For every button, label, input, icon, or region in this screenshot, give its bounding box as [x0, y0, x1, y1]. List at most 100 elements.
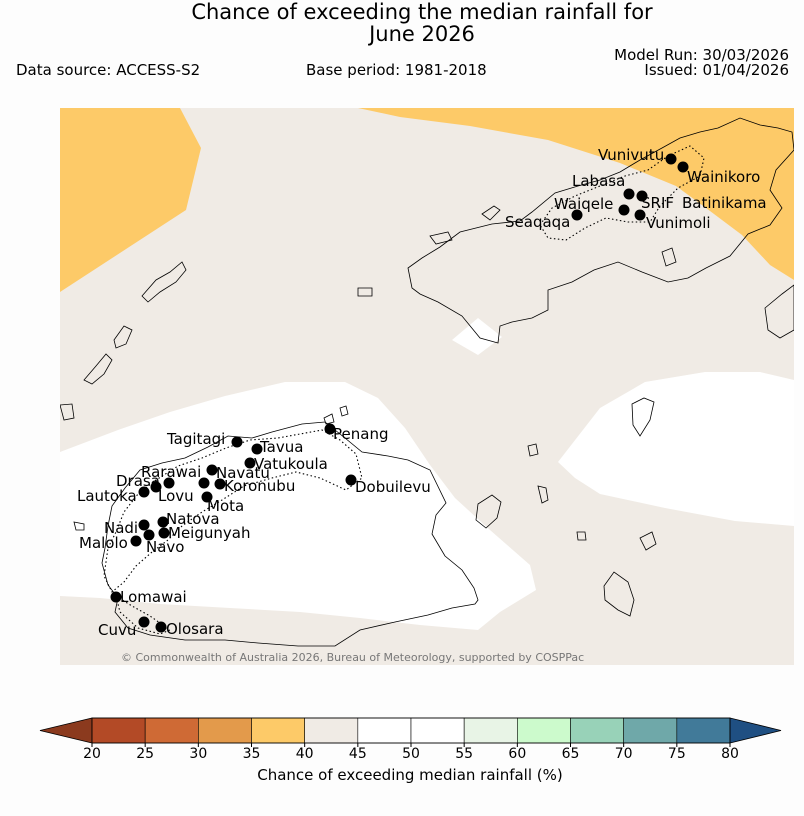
station-label: Lovu — [158, 487, 194, 505]
colorbar-tick-label: 55 — [455, 746, 473, 762]
colorbar-low-extend — [39, 717, 93, 744]
station-waiqele[interactable]: Waiqele — [554, 195, 630, 216]
colorbar-tick-label: 75 — [668, 746, 686, 762]
station-label: Drasa — [116, 472, 160, 490]
station-koronubu-west-dot — [198, 477, 210, 489]
station-label: Waiqele — [554, 195, 613, 213]
area-45-55-small — [452, 318, 502, 355]
area-35-40-north-east — [358, 108, 794, 280]
colorbar-cells — [91, 717, 731, 744]
station-vunivutu[interactable]: Vunivutu — [598, 146, 677, 165]
area-35-40-west — [60, 108, 201, 292]
station-markers: Vunivutu Wainikoro Labasa SRIF Batinikam… — [77, 146, 767, 639]
station-natova[interactable]: Natova — [157, 510, 220, 528]
colorbar-cell — [91, 717, 146, 744]
station-drasa[interactable]: Drasa — [116, 472, 175, 490]
colorbar-title: Chance of exceeding median rainfall (%) — [257, 766, 562, 784]
station-navo[interactable]: Navo — [143, 529, 185, 557]
station-olosara[interactable]: Olosara — [155, 620, 224, 638]
station-tagitagi[interactable]: Tagitagi — [166, 430, 243, 448]
station-label: Vunimoli — [646, 214, 711, 232]
colorbar-tick-label: 60 — [508, 746, 526, 762]
station-navatu[interactable]: Navatu — [216, 464, 270, 482]
station-vatukoula[interactable]: Vatukoula — [244, 455, 328, 473]
model-run-label: Model Run: 30/03/2026 — [614, 46, 789, 64]
station-malolo[interactable]: Malolo — [79, 534, 142, 552]
colorbar-cell — [623, 717, 678, 744]
station-label: Labasa — [572, 172, 625, 190]
station-label: Malolo — [79, 534, 128, 552]
station-lovu[interactable]: Lovu — [150, 481, 194, 506]
base-period-label: Base period: 1981-2018 — [306, 61, 487, 79]
station-label: Dobuilevu — [355, 478, 431, 496]
station-label: Seaqaqa — [505, 213, 570, 231]
copyright-notice: © Commonwealth of Australia 2026, Bureau… — [121, 651, 584, 664]
station-batinikama[interactable]: Batinikama — [682, 194, 767, 212]
colorbar-cell — [251, 717, 305, 744]
station-label: Koronubu — [224, 477, 295, 495]
colorbar-tick-label: 30 — [189, 746, 207, 762]
station-label: Vunivutu — [598, 146, 664, 164]
map-title-line2: June 2026 — [369, 22, 475, 46]
station-nadi[interactable]: Nadi — [104, 519, 150, 537]
colorbar-tick-label: 65 — [562, 746, 580, 762]
station-label: Nadi — [104, 519, 138, 537]
colorbar-tick-label: 45 — [349, 746, 367, 762]
station-dobuilevu[interactable]: Dobuilevu — [345, 474, 431, 497]
station-label: Navo — [146, 538, 184, 556]
colorbar-cell — [198, 717, 252, 744]
colorbar-cell — [357, 717, 412, 744]
colorbar-cell — [410, 717, 465, 744]
area-45-55-viti-levu — [60, 382, 536, 630]
station-meigunyah[interactable]: Meigunyah — [158, 524, 251, 542]
station-label: Tavua — [259, 438, 303, 456]
station-mota[interactable]: Mota — [201, 491, 245, 516]
colorbar-cell — [144, 717, 199, 744]
station-label: Wainikoro — [687, 168, 760, 186]
station-label: Tagitagi — [166, 430, 225, 448]
data-source-label: Data source: ACCESS-S2 — [16, 61, 201, 79]
station-vunimoli[interactable]: Vunimoli — [634, 209, 711, 233]
station-lomawai[interactable]: Lomawai — [110, 588, 187, 606]
station-label: Lomawai — [120, 588, 187, 606]
station-labasa[interactable]: Labasa — [572, 172, 635, 200]
colorbar-cell — [570, 717, 624, 744]
station-label: Meigunyah — [168, 524, 250, 542]
coastlines — [60, 117, 794, 647]
colorbar-ticks: 20 25 30 35 40 45 50 55 60 65 70 75 80 — [83, 743, 739, 762]
colorbar-tick-label: 50 — [402, 746, 420, 762]
station-label: Olosara — [166, 620, 224, 638]
station-srif[interactable]: SRIF — [636, 190, 675, 213]
station-wainikoro[interactable]: Wainikoro — [677, 161, 761, 187]
colorbar-tick-label: 70 — [615, 746, 633, 762]
station-label: Lautoka — [77, 487, 137, 505]
station-label: Cuvu — [98, 621, 136, 639]
colorbar-high-extend — [729, 717, 782, 744]
station-seaqaqa[interactable]: Seaqaqa — [505, 209, 583, 232]
colorbar-cell — [676, 717, 731, 744]
area-45-55-east — [558, 372, 794, 526]
colorbar-tick-label: 25 — [136, 746, 154, 762]
station-label: SRIF — [641, 194, 674, 212]
station-label: Navatu — [216, 464, 270, 482]
colorbar-tick-label: 20 — [83, 746, 101, 762]
station-koronubu[interactable]: Koronubu — [214, 477, 296, 495]
station-penang[interactable]: Penang — [324, 423, 389, 444]
station-label: Natova — [166, 510, 220, 528]
station-rarawai[interactable]: Rarawai — [141, 463, 218, 481]
colorbar-cell — [304, 717, 359, 744]
station-label: Penang — [333, 425, 388, 443]
map-title-line1: Chance of exceeding the median rainfall … — [191, 0, 653, 24]
issued-label: Issued: 01/04/2026 — [644, 61, 789, 79]
colorbar-tick-label: 35 — [243, 746, 261, 762]
station-lautoka[interactable]: Lautoka — [77, 486, 150, 506]
station-label: Batinikama — [682, 194, 767, 212]
station-label: Mota — [207, 497, 244, 515]
station-cuvu[interactable]: Cuvu — [98, 616, 150, 640]
colorbar: 20 25 30 35 40 45 50 55 60 65 70 75 80 Chance of exc… — [39, 717, 782, 784]
colorbar-cell — [517, 717, 571, 744]
colorbar-tick-label: 80 — [721, 746, 739, 762]
station-tavua[interactable]: Tavua — [251, 438, 304, 456]
colorbar-tick-label: 40 — [296, 746, 314, 762]
